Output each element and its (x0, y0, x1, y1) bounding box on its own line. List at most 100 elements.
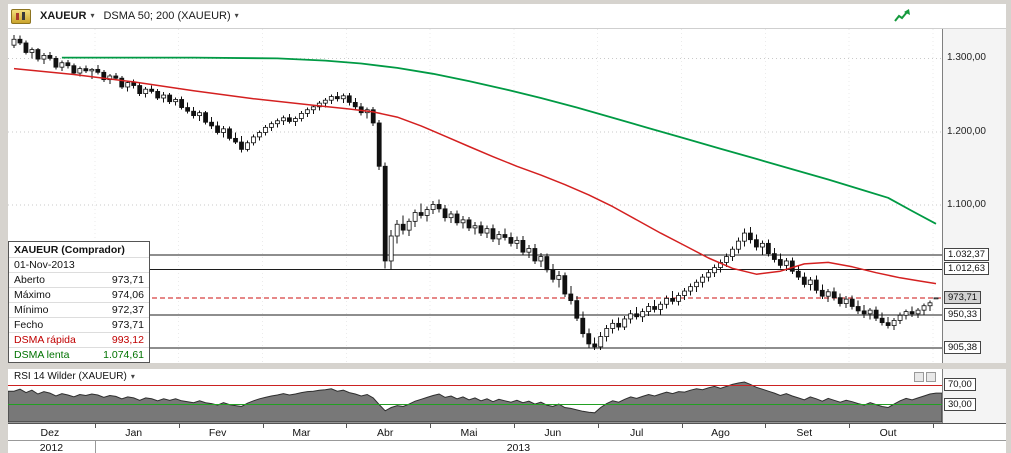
candle-body (795, 270, 801, 278)
candle-body (346, 95, 352, 103)
overlay-indicator-dropdown[interactable]: DSMA 50; 200 (XAUEUR) ▾ (103, 10, 238, 22)
candle-body (47, 55, 53, 59)
candle-body (65, 62, 71, 67)
month-tick (933, 424, 934, 428)
price-gridline-label: 1.100,00 (947, 199, 986, 211)
candle-body (352, 102, 358, 108)
candle-body (442, 208, 448, 219)
candle-body (574, 300, 580, 319)
candle-body (610, 322, 616, 329)
month-tick (849, 424, 851, 428)
chart-toolbar: XAUEUR ▾ DSMA 50; 200 (XAUEUR) ▾ (8, 4, 1006, 29)
price-level-badge: 1.012,63 (944, 262, 989, 276)
month-label: Out (879, 427, 897, 439)
candle-body (514, 240, 520, 244)
candle-body (927, 302, 933, 307)
candle-body (412, 212, 418, 222)
candle-body (191, 110, 197, 117)
candle-body (251, 136, 256, 144)
candle-body (532, 248, 538, 262)
candle-body (71, 65, 77, 74)
price-level-badge: 950,33 (944, 308, 982, 322)
candle-body (933, 297, 939, 300)
candle-body (41, 55, 47, 60)
candle-body (418, 212, 424, 216)
candle-body (466, 219, 472, 229)
candle-body (77, 68, 83, 74)
month-label: Dez (40, 427, 60, 439)
candle-body (724, 256, 729, 263)
tooltip-row-high: Máximo 974,06 (9, 287, 149, 302)
candle-body (628, 313, 634, 320)
candle-body (909, 311, 915, 315)
current-price-badge: 973,71 (944, 290, 982, 304)
candle-body (562, 275, 568, 295)
candle-body (17, 38, 23, 44)
rsi-indicator-dropdown[interactable]: RSI 14 Wilder (XAUEUR) ▾ (11, 371, 138, 382)
candle-body (221, 128, 226, 133)
panel-separator[interactable] (8, 363, 1006, 369)
symbol-dropdown[interactable]: XAUEUR ▾ (40, 10, 94, 22)
tooltip-row-dsma-fast: DSMA rápida 993,12 (9, 332, 149, 347)
candle-body (915, 309, 921, 315)
candle-body (873, 309, 879, 319)
chevron-down-icon: ▾ (234, 11, 239, 20)
month-label: Abr (377, 427, 394, 439)
candle-body (556, 275, 562, 280)
candle-body (664, 298, 669, 305)
candle-body (634, 313, 640, 318)
month-label: Mar (292, 427, 311, 439)
candle-body (765, 242, 771, 255)
candle-body (855, 306, 861, 312)
candle-body (676, 295, 681, 302)
candle-body (903, 311, 909, 316)
candle-body (143, 88, 149, 94)
rsi-pane-button[interactable] (926, 372, 936, 382)
month-label: Jul (629, 427, 644, 439)
candle-body (730, 248, 735, 257)
candle-body (209, 121, 214, 127)
quote-tooltip: XAUEUR (Comprador) 01-Nov-2013 Aberto 973… (8, 241, 150, 363)
candle-body (334, 96, 340, 100)
candle-body (131, 82, 137, 86)
rsi-chart[interactable] (8, 369, 942, 423)
price-chart[interactable] (8, 29, 942, 363)
rsi-pane-controls (914, 372, 936, 382)
candle-body (328, 96, 334, 101)
candle-body (867, 309, 873, 315)
candle-body (424, 209, 430, 216)
candle-body (400, 223, 406, 231)
candle-body (382, 165, 388, 262)
candle-body (885, 322, 891, 326)
candle-body (580, 317, 586, 335)
candle-body (89, 68, 95, 72)
rsi-pane-button[interactable] (914, 372, 924, 382)
candlestick-chart-icon (11, 8, 31, 24)
month-label: Fev (208, 427, 227, 439)
candle-body (921, 305, 927, 311)
candle-body (879, 317, 885, 324)
candle-body (376, 122, 382, 167)
year-axis: 2012 2013 (8, 440, 1006, 453)
candle-body (298, 113, 304, 119)
candle-body (11, 38, 17, 46)
trend-arrow-icon[interactable] (894, 9, 910, 23)
candle-body (604, 328, 610, 337)
month-tick (765, 424, 767, 428)
candle-body (59, 62, 65, 68)
price-level-badge: 1.032,37 (944, 247, 989, 261)
candle-body (891, 320, 897, 326)
candle-body (101, 71, 107, 81)
candle-body (538, 256, 544, 262)
candle-body (843, 298, 849, 304)
candle-body (167, 94, 173, 103)
candle-body (496, 234, 502, 240)
dsma-50-line (13, 67, 937, 285)
year-tick (94, 441, 96, 453)
month-tick (430, 424, 432, 428)
candle-body (257, 132, 262, 138)
candle-body (861, 310, 867, 315)
candle-body (712, 267, 717, 274)
candle-body (292, 118, 298, 122)
month-tick (178, 424, 180, 428)
